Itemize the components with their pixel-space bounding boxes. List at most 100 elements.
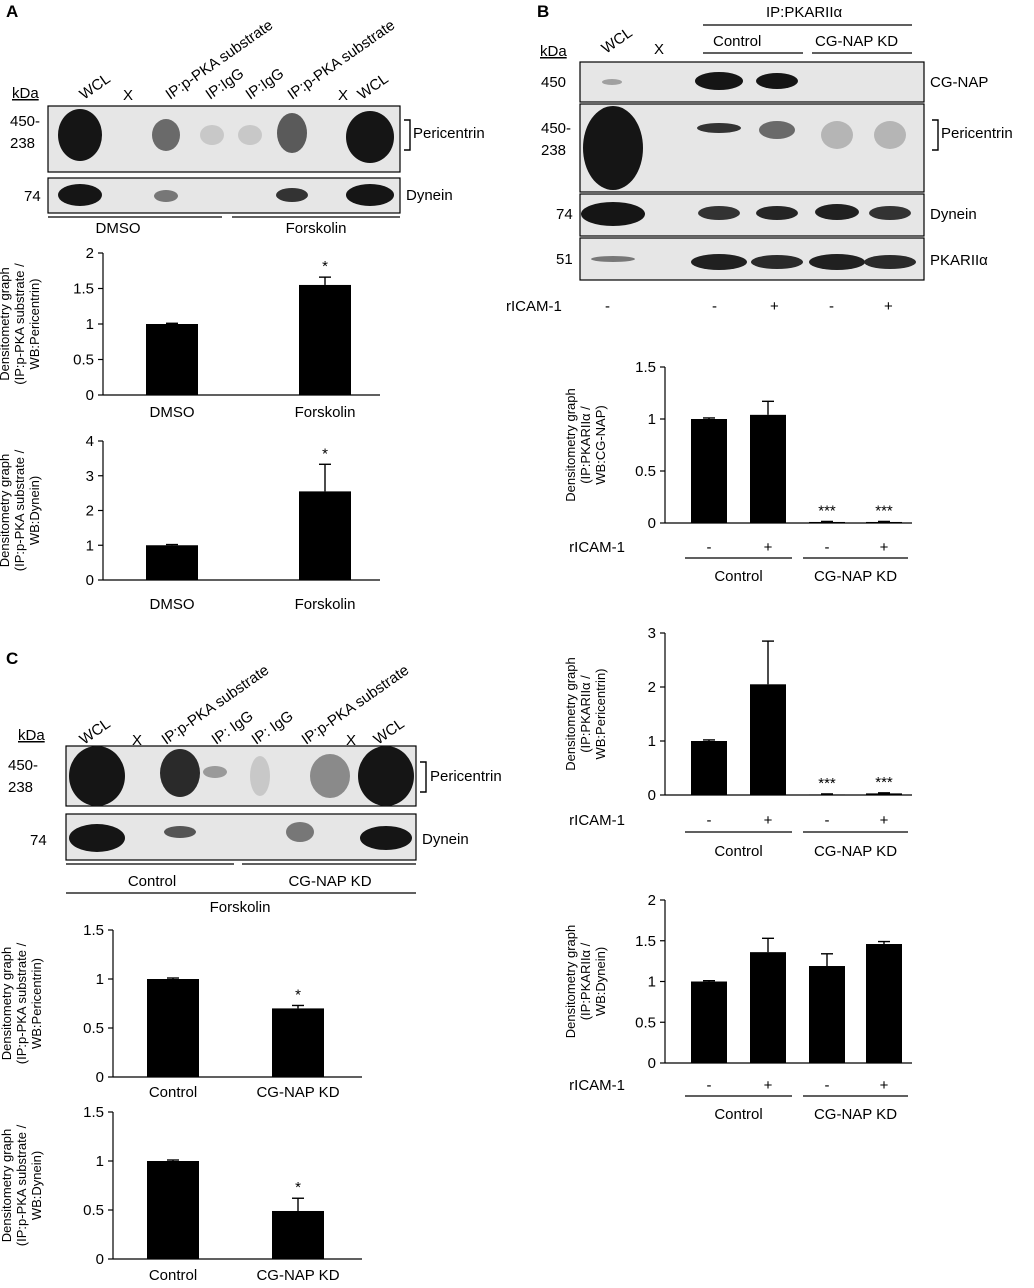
y-axis-title: Densitometry graph(IP:p-PKA substrate /W… xyxy=(0,942,44,1064)
y-tick-label: 0 xyxy=(96,1251,104,1268)
panel-c-lane-label: IP: IgG xyxy=(249,708,297,749)
panel-b-lane-x: X xyxy=(654,41,664,58)
bar xyxy=(866,521,902,523)
panel-b-ricam-sign: + xyxy=(884,298,893,315)
panel-b-ricam-label: rICAM-1 xyxy=(506,298,562,315)
y-tick-label: 0 xyxy=(86,572,94,589)
panel-b-letter: B xyxy=(537,2,549,21)
category-label: + xyxy=(764,812,773,829)
significance-mark: * xyxy=(295,986,301,1003)
panel-b-ricam-sign: - xyxy=(712,298,717,315)
y-tick-label: 0 xyxy=(86,387,94,404)
bar xyxy=(750,414,786,523)
panel-a-blot-label-pericentrin: Pericentrin xyxy=(413,125,485,142)
y-tick-label: 1 xyxy=(96,1153,104,1170)
panel-a-letter: A xyxy=(6,2,18,21)
y-tick-label: 1.5 xyxy=(73,281,94,298)
panel-c-group-control: Control xyxy=(128,873,176,890)
y-axis-title-line: Densitometry graph xyxy=(0,1129,14,1242)
panel-c-lane-label: X xyxy=(132,732,142,749)
bar xyxy=(809,966,845,1063)
significance-mark: *** xyxy=(875,774,893,791)
y-axis-title-line: Densitometry graph xyxy=(0,267,12,380)
y-axis-title-line: WB:Pericentrin) xyxy=(27,278,42,369)
panel-a-treatment-forskolin: Forskolin xyxy=(286,220,347,237)
bar xyxy=(147,1161,199,1259)
panel-b-blot-label-pkarii: PKARIIα xyxy=(930,252,988,269)
y-axis-title-line: Densitometry graph xyxy=(0,454,12,567)
y-axis-title-line: Densitometry graph xyxy=(563,388,578,501)
panel-b-mw-74: 74 xyxy=(556,206,573,223)
panel-a-mw-450: 450- xyxy=(10,113,40,130)
y-tick-label: 2 xyxy=(648,679,656,696)
chart-b2: 0 1 2 3 Densitometry graph(IP:PKARIIα /WB:Pe… xyxy=(563,625,912,860)
y-axis-title-line: (IP:p-PKA substrate / xyxy=(14,942,29,1064)
category-label: - xyxy=(707,1077,712,1094)
chart-a2: 0 1 2 3 4 Densitometry graph(IP:p-PKA substra… xyxy=(0,433,380,613)
panel-b-mw-450-238a: 450- xyxy=(541,120,571,137)
category-label: DMSO xyxy=(150,404,195,421)
panel-b-cgnap-blot xyxy=(579,61,925,103)
category-label: + xyxy=(764,539,773,556)
y-tick-label: 0 xyxy=(96,1069,104,1086)
bar xyxy=(809,794,845,796)
panel-b-pericentrin-bands xyxy=(583,106,906,190)
panel-a-lane-label: X xyxy=(123,87,133,104)
category-label: - xyxy=(825,1077,830,1094)
y-axis-title-line: (IP:p-PKA substrate / xyxy=(12,449,27,571)
y-axis-title: Densitometry graph(IP:PKARIIα /WB:CG-NAP… xyxy=(563,388,608,501)
category-label: + xyxy=(880,812,889,829)
y-axis-title-line: WB:Dynein) xyxy=(593,947,608,1016)
panel-c-lane-label: WCL xyxy=(77,715,114,748)
y-tick-label: 1.5 xyxy=(635,933,656,950)
category-label: + xyxy=(880,539,889,556)
y-axis-title-line: WB:Pericentrin) xyxy=(29,958,44,1049)
y-tick-label: 1 xyxy=(648,411,656,428)
category-label: Forskolin xyxy=(295,596,356,613)
group-name: Control xyxy=(714,843,762,860)
y-axis-title-line: (IP:PKARIIα / xyxy=(578,406,593,484)
bar xyxy=(866,944,902,1063)
category-label: + xyxy=(880,1077,889,1094)
panel-b-mw-450-238b: 238 xyxy=(541,142,566,159)
y-tick-label: 0.5 xyxy=(83,1020,104,1037)
bar xyxy=(866,793,902,795)
group-name: Control xyxy=(714,568,762,585)
panel-a-dynein-blot xyxy=(47,177,401,214)
bar xyxy=(272,1210,324,1259)
y-tick-label: 2 xyxy=(648,892,656,909)
panel-c-lane-label: WCL xyxy=(371,715,408,748)
y-axis-title-line: WB:Dynein) xyxy=(27,476,42,545)
chart-c2: 0 0.5 1 1.5 Densitometry graph(IP:p-PKA subs… xyxy=(0,1104,362,1284)
panel-c-blot-label-pericentrin: Pericentrin xyxy=(430,768,502,785)
y-axis-title-line: (IP:PKARIIα / xyxy=(578,942,593,1020)
group-label: rICAM-1 xyxy=(569,539,625,556)
panel-b-group-control: Control xyxy=(713,33,761,50)
y-tick-label: 1 xyxy=(86,537,94,554)
panel-c-dynein-bands xyxy=(69,822,412,852)
y-tick-label: 0.5 xyxy=(83,1202,104,1219)
panel-b-group-cgnap: CG-NAP KD xyxy=(815,33,898,50)
y-axis-title: Densitometry graph(IP:p-PKA substrate /W… xyxy=(0,1124,44,1246)
y-tick-label: 1 xyxy=(96,971,104,988)
y-axis-title: Densitometry graph(IP:PKARIIα /WB:Perice… xyxy=(563,657,608,770)
y-tick-label: 2 xyxy=(86,503,94,520)
y-axis-title-line: Densitometry graph xyxy=(563,657,578,770)
y-tick-label: 1.5 xyxy=(83,922,104,939)
panel-a-blot-label-dynein: Dynein xyxy=(406,187,453,204)
y-tick-label: 4 xyxy=(86,433,94,450)
y-axis-title: Densitometry graph(IP:p-PKA substrate /W… xyxy=(0,449,42,571)
y-axis-title-line: (IP:p-PKA substrate / xyxy=(12,263,27,385)
panel-c-treatment: Forskolin xyxy=(210,899,271,916)
y-tick-label: 1.5 xyxy=(83,1104,104,1121)
y-tick-label: 0.5 xyxy=(73,352,94,369)
bar xyxy=(146,324,198,395)
category-label: Forskolin xyxy=(295,404,356,421)
y-axis-title-line: WB:CG-NAP) xyxy=(593,405,608,484)
panel-b-pkarii-bands xyxy=(591,254,916,270)
panel-b-ip-label: IP:PKARIIα xyxy=(766,4,843,21)
y-tick-label: 0 xyxy=(648,1055,656,1072)
category-label: - xyxy=(707,539,712,556)
panel-a-lane-label: X xyxy=(338,87,348,104)
panel-b-ricam-sign: + xyxy=(770,298,779,315)
